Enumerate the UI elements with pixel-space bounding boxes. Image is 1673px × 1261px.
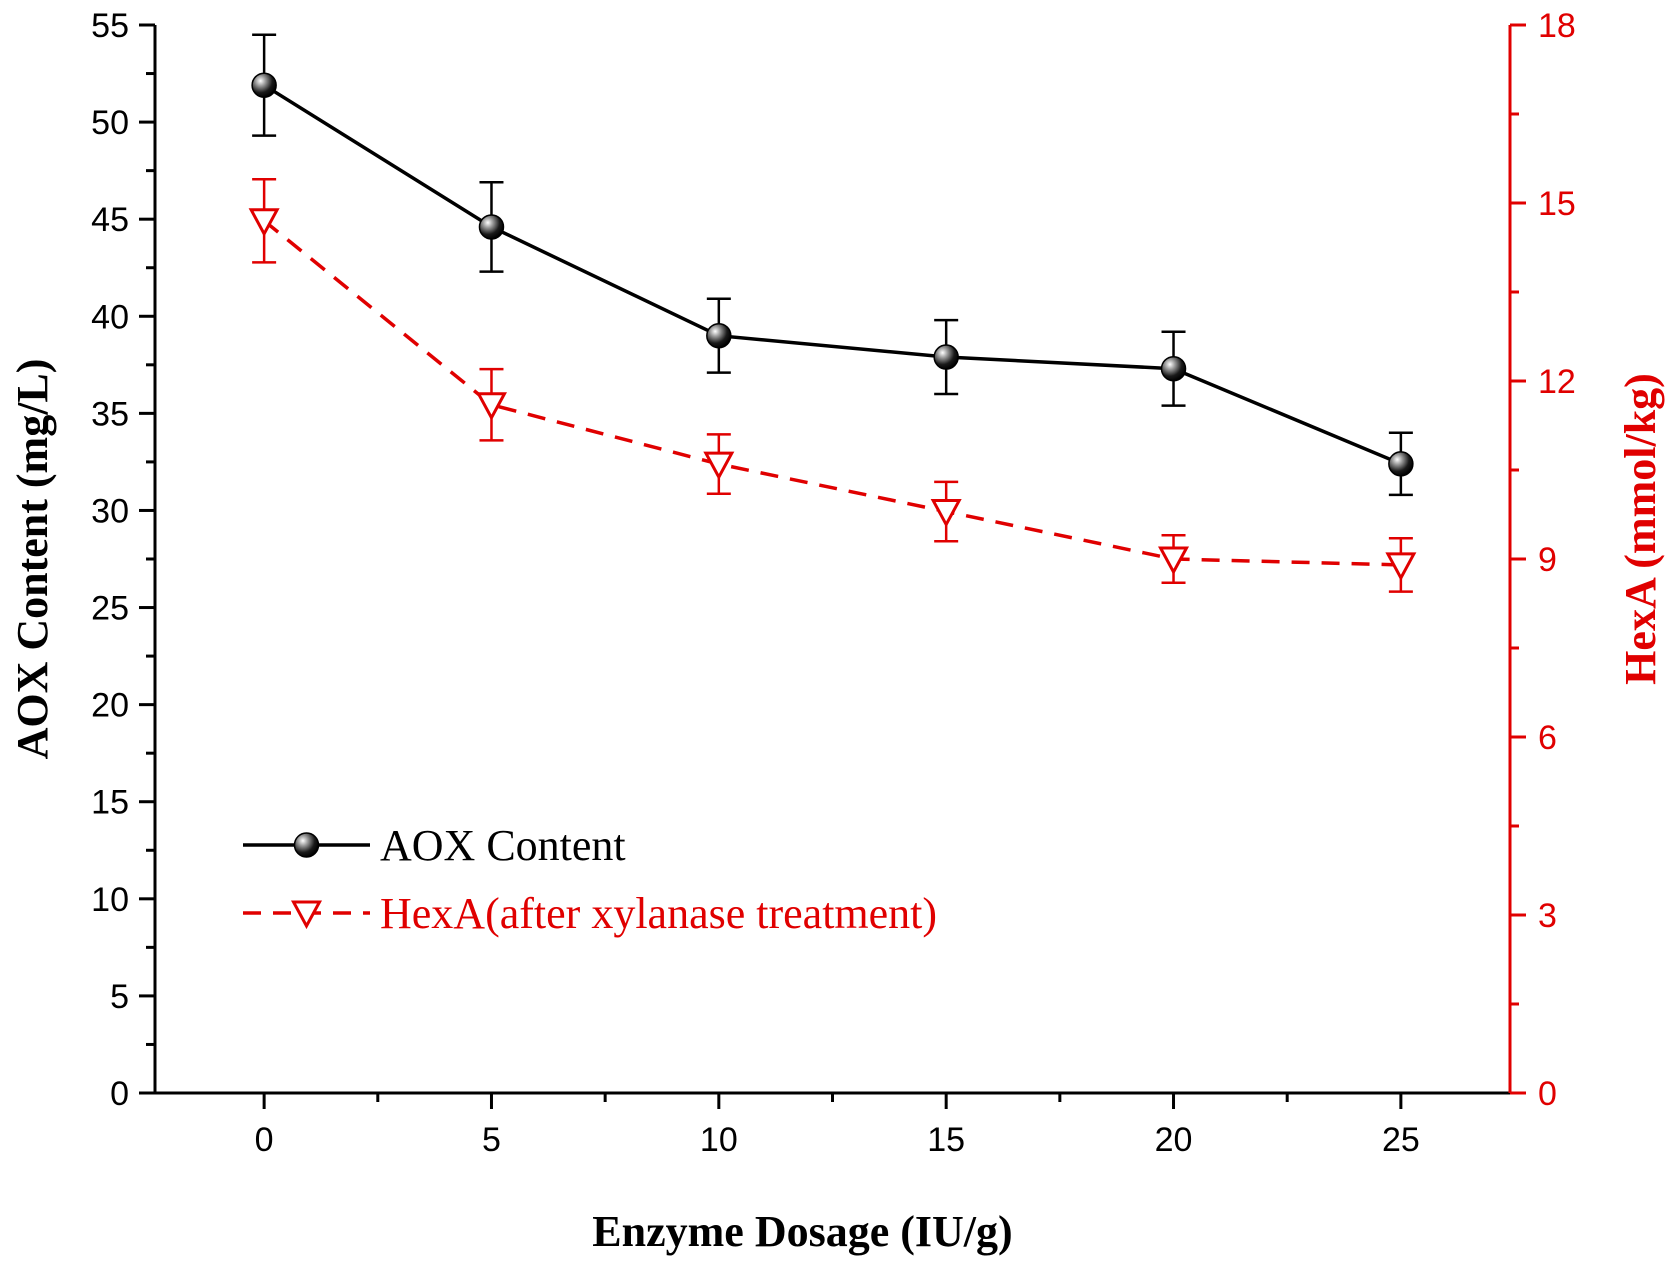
data-point-hexa <box>930 499 962 528</box>
y-right-tick-label: 15 <box>1538 185 1576 223</box>
x-tick-label: 10 <box>700 1121 738 1159</box>
legend-marker-aox <box>293 832 320 858</box>
legend-label-0: AOX Content <box>380 821 626 870</box>
y-right-tick-label: 6 <box>1538 719 1557 757</box>
y-left-tick-label: 15 <box>91 784 129 822</box>
data-point-hexa <box>1385 552 1417 582</box>
y-left-tick-label: 40 <box>91 298 129 336</box>
y-left-tick-label: 45 <box>91 201 129 239</box>
x-tick-label: 0 <box>255 1121 274 1159</box>
x-tick-label: 15 <box>927 1121 965 1159</box>
y-left-tick-label: 55 <box>91 7 129 45</box>
y-right-tick-label: 18 <box>1538 7 1576 45</box>
y-left-axis-title: AOX Content (mg/L) <box>8 359 57 760</box>
y-right-tick-label: 3 <box>1538 897 1557 935</box>
data-point-hexa <box>475 392 507 421</box>
axes-layer: 0 5 10 15 20 25 30 35 40 45 50 55 0 3 6 9 12 15 18 0 5 10 15 20… <box>91 7 1576 1159</box>
y-right-tick-label: 12 <box>1538 363 1576 401</box>
data-point-aox <box>706 322 732 349</box>
y-left-tick-label: 20 <box>91 687 129 725</box>
series-layer <box>248 33 1417 593</box>
y-right-tick-label: 9 <box>1538 541 1557 579</box>
data-point-aox <box>478 214 505 240</box>
data-point-aox <box>251 72 277 98</box>
x-tick-label: 20 <box>1155 1121 1193 1159</box>
legend: AOX Content HexA(after xylanase treatment… <box>243 821 937 938</box>
data-point-aox <box>1160 355 1187 382</box>
series-line-0 <box>263 83 1402 466</box>
axis-titles: Enzyme Dosage (IU/g) AOX Content (mg/L) He… <box>8 359 1665 1256</box>
x-tick-label: 25 <box>1382 1121 1420 1159</box>
y-left-tick-label: 0 <box>110 1075 129 1113</box>
data-point-aox <box>933 344 959 370</box>
x-axis-title: Enzyme Dosage (IU/g) <box>592 1207 1012 1256</box>
y-left-tick-label: 30 <box>91 492 129 530</box>
y-left-tick-label: 10 <box>91 881 129 919</box>
data-point-hexa <box>1158 546 1190 576</box>
y-left-tick-label: 50 <box>91 104 129 142</box>
y-right-axis-title: HexA (mmol/kg) <box>1616 373 1665 685</box>
y-left-tick-label: 25 <box>91 590 129 628</box>
data-point-hexa <box>248 208 280 237</box>
series-line-1 <box>263 219 1401 567</box>
data-point-hexa <box>703 451 735 481</box>
y-right-tick-label: 0 <box>1538 1075 1557 1113</box>
y-left-tick-label: 5 <box>110 978 129 1016</box>
x-tick-label: 5 <box>482 1121 501 1159</box>
y-left-tick-label: 35 <box>91 395 129 433</box>
legend-marker-hexa <box>290 900 323 930</box>
data-point-aox <box>1388 451 1414 477</box>
legend-label-1: HexA(after xylanase treatment) <box>380 889 937 938</box>
